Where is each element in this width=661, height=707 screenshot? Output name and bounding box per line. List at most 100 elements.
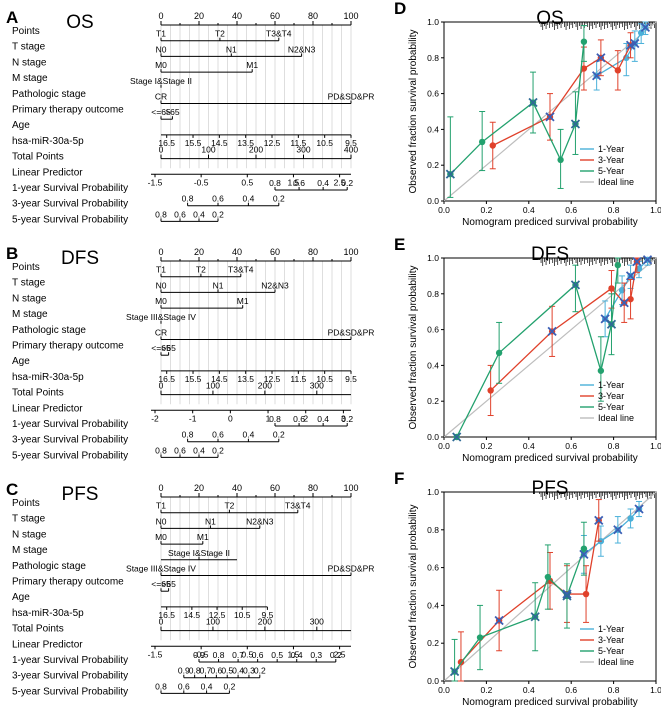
y-tick-label: 0.0 <box>427 676 439 686</box>
data-point <box>580 65 588 72</box>
total-points-tick-label: 300 <box>310 381 324 391</box>
y-axis-label: Observed fraction survival probability <box>408 505 419 669</box>
linear-predictor-tick-label: -2 <box>151 413 159 423</box>
x-tick-label: 0.0 <box>438 205 450 215</box>
points-tick-label: 20 <box>194 11 204 21</box>
category-label: CR <box>155 92 167 102</box>
panel-label: D <box>394 0 406 18</box>
data-point <box>608 285 615 292</box>
points-tick-label: 80 <box>308 11 318 21</box>
x-axis-label: Nomogram prediced survival probability <box>462 453 638 464</box>
survival-tick-label: 0.6 <box>174 445 186 455</box>
data-point-cross <box>613 525 623 535</box>
linear-predictor-tick-label: 2.5 <box>334 177 346 187</box>
data-point <box>627 515 634 522</box>
mirna-tick-label: 11.5 <box>290 374 306 384</box>
y-tick-label: 0.8 <box>427 525 439 535</box>
survival-tick-label: 0.6 <box>212 430 224 440</box>
category-label: Stage I&Stage II <box>168 548 230 558</box>
x-tick-label: 0.8 <box>608 441 620 451</box>
category-label: PD&SD&PR <box>328 92 375 102</box>
x-tick-label: 0.0 <box>438 441 450 451</box>
linear-predictor-tick-label: -1 <box>189 413 197 423</box>
data-point-cross <box>592 71 602 81</box>
survival-tick-label: 0.2 <box>273 194 285 204</box>
row-label: Primary therapy outcome <box>12 577 124 588</box>
category-label: <=65 <box>151 107 171 117</box>
row-label: 3-year Survival Probability <box>12 199 128 210</box>
data-point-cross <box>547 326 557 337</box>
data-point-cross <box>449 666 460 677</box>
y-tick-label: 0.6 <box>427 325 439 335</box>
total-points-tick-label: 0 <box>159 617 164 627</box>
legend-label: 3-Year <box>598 155 624 165</box>
data-point-cross <box>619 298 629 308</box>
row-label: Primary therapy outcome <box>12 341 124 352</box>
chart-title: OS <box>536 8 563 29</box>
data-point <box>582 590 590 598</box>
mirna-tick-label: 14.5 <box>211 138 228 148</box>
chart-title: PFS <box>532 478 569 499</box>
total-points-tick-label: 100 <box>206 381 220 391</box>
y-tick-label: 0.6 <box>427 563 439 573</box>
data-point <box>476 634 484 641</box>
linear-predictor-tick-label: -0.5 <box>194 177 209 187</box>
row-label: Total Points <box>12 388 64 399</box>
y-tick-label: 1.0 <box>427 17 439 27</box>
points-tick-label: 100 <box>343 247 358 257</box>
points-tick-label: 20 <box>194 247 204 257</box>
data-point-cross <box>625 40 636 50</box>
panel-label: F <box>394 469 404 488</box>
data-point-cross <box>632 256 642 267</box>
row-label: T stage <box>12 42 46 53</box>
linear-predictor-tick-label: 0 <box>228 413 233 423</box>
series-line <box>449 41 585 175</box>
mirna-tick-label: 16.5 <box>158 138 175 148</box>
category-label: N1 <box>213 280 224 290</box>
data-point-cross <box>606 319 617 329</box>
data-point-cross <box>562 591 572 601</box>
x-tick-label: 0.4 <box>523 685 535 695</box>
category-label: <=65 <box>151 343 171 353</box>
mirna-tick-label: 9.5 <box>261 610 273 620</box>
data-point <box>618 287 626 294</box>
total-points-tick-label: 100 <box>201 145 215 155</box>
y-tick-label: 1.0 <box>427 487 439 497</box>
nomogram-title: OS <box>66 12 93 33</box>
y-tick-label: 0.4 <box>427 360 439 370</box>
survival-tick-label: 0.4 <box>242 430 254 440</box>
total-points-tick-label: 400 <box>344 145 358 155</box>
row-label: Points <box>12 498 40 509</box>
category-label: T3&T4 <box>285 501 311 511</box>
mirna-tick-label: 10.5 <box>316 374 333 384</box>
data-point-cross <box>596 53 606 63</box>
survival-tick-label: 0.8 <box>269 178 281 188</box>
category-label: Stage III&Stage IV <box>126 564 196 574</box>
data-point-cross <box>528 97 538 108</box>
data-point-cross <box>545 112 555 122</box>
linear-predictor-tick-label: -1.5 <box>148 177 163 187</box>
category-label: T2 <box>196 265 206 275</box>
survival-tick-label: 0.2 <box>223 681 235 691</box>
data-point <box>627 295 634 303</box>
category-label: Stage III&Stage IV <box>126 312 196 322</box>
linear-predictor-tick-label: 0.5 <box>241 649 253 659</box>
total-points-tick-label: 300 <box>310 617 324 627</box>
mirna-tick-label: 12.5 <box>264 374 281 384</box>
row-label: Age <box>12 592 30 603</box>
x-tick-label: 0.4 <box>523 205 535 215</box>
data-point <box>597 367 605 374</box>
total-points-tick-label: 300 <box>296 145 310 155</box>
row-label: T stage <box>12 514 46 525</box>
survival-tick-label: 0.8 <box>155 445 167 455</box>
points-tick-label: 0 <box>158 247 163 257</box>
category-label: <=65 <box>151 579 171 589</box>
points-tick-label: 0 <box>158 483 163 493</box>
survival-tick-label: 0.5 <box>271 650 283 660</box>
row-label: hsa-miR-30a-5p <box>12 372 84 383</box>
linear-predictor-tick-label: -1.5 <box>148 649 163 659</box>
survival-tick-label: 0.8 <box>182 430 194 440</box>
row-label: Points <box>12 262 40 273</box>
row-label: T stage <box>12 278 46 289</box>
